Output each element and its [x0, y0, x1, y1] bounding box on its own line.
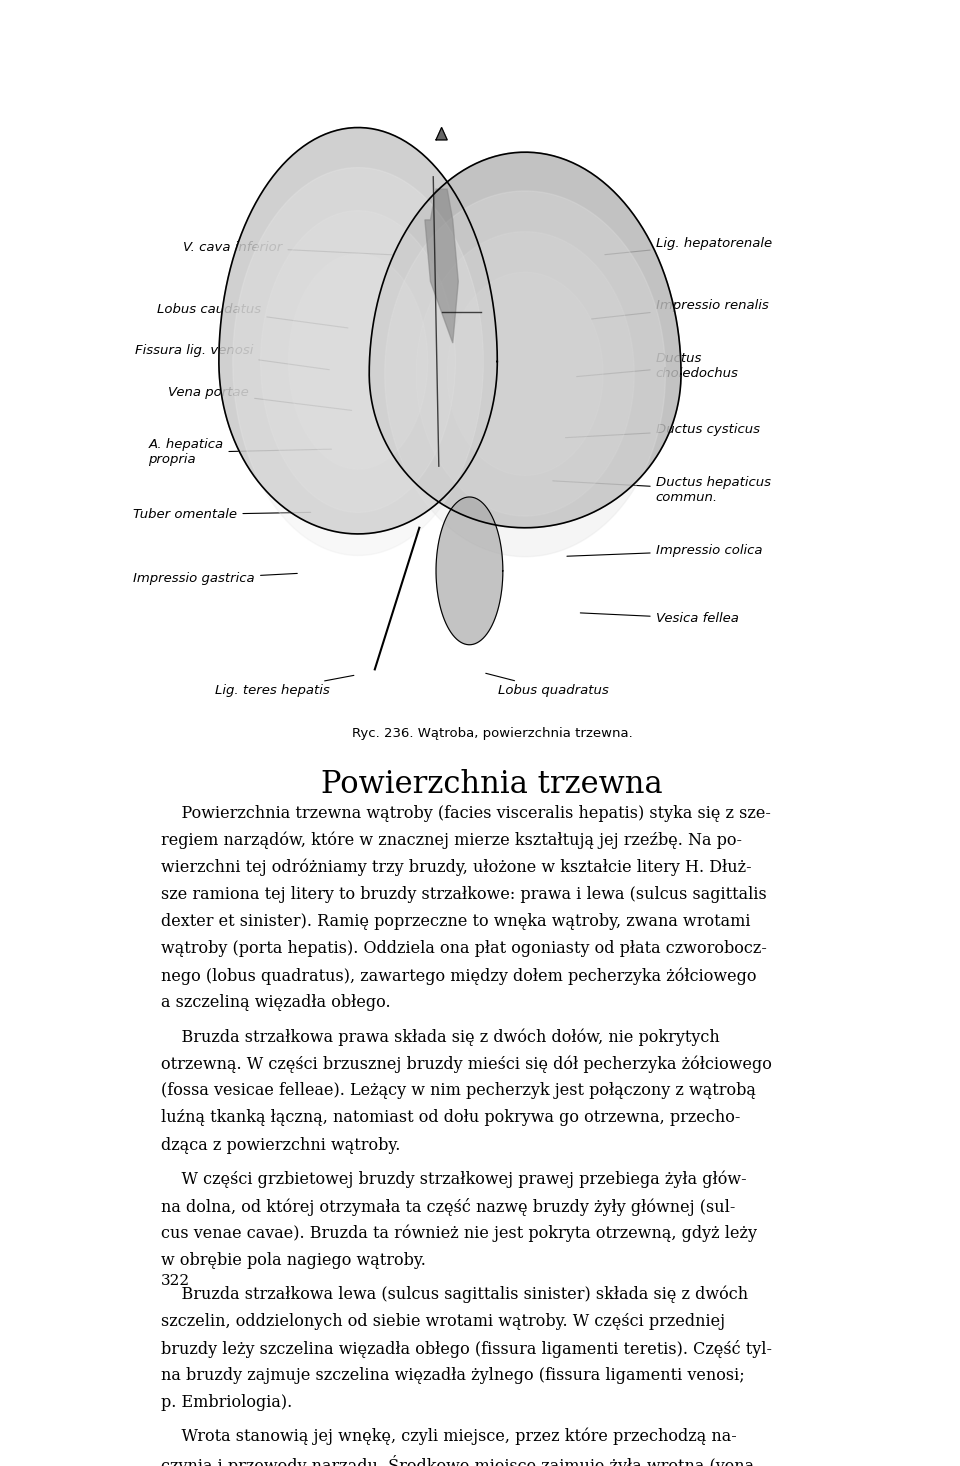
Text: Impressio gastrica: Impressio gastrica: [133, 572, 298, 585]
Text: otrzewną. W części brzusznej bruzdy mieści się dół pecherzyka żółciowego: otrzewną. W części brzusznej bruzdy mieś…: [161, 1056, 772, 1073]
Text: p. Embriologia).: p. Embriologia).: [161, 1394, 292, 1410]
Text: wątroby (porta hepatis). Oddziela ona płat ogoniasty od płata czworobocz-: wątroby (porta hepatis). Oddziela ona pł…: [161, 940, 767, 957]
Text: Vesica fellea: Vesica fellea: [581, 611, 738, 625]
Text: Bruzda strzałkowa lewa (sulcus sagittalis sinister) składa się z dwóch: Bruzda strzałkowa lewa (sulcus sagittali…: [161, 1286, 748, 1303]
Text: regiem narządów, które w znacznej mierze kształtują jej rzeźbę. Na po-: regiem narządów, które w znacznej mierze…: [161, 831, 742, 849]
Text: nego (lobus quadratus), zawartego między dołem pecherzyka żółciowego: nego (lobus quadratus), zawartego między…: [161, 968, 756, 985]
Text: Ductus hepaticus
commun.: Ductus hepaticus commun.: [553, 476, 771, 504]
Text: Lig. teres hepatis: Lig. teres hepatis: [215, 676, 354, 698]
Text: czynia i przewody narządu. Środkowe miejsce zajmuje żyła wrotna (vena: czynia i przewody narządu. Środkowe miej…: [161, 1454, 754, 1466]
Text: (fossa vesicae felleae). Leżący w nim pecherzyk jest połączony z wątrobą: (fossa vesicae felleae). Leżący w nim pe…: [161, 1082, 756, 1100]
Polygon shape: [219, 128, 497, 534]
Text: cus venae cavae). Bruzda ta również nie jest pokryta otrzewną, gdyż leży: cus venae cavae). Bruzda ta również nie …: [161, 1224, 756, 1242]
Text: Fissura lig. venosi: Fissura lig. venosi: [134, 345, 329, 369]
Text: Wrota stanowią jej wnękę, czyli miejsce, przez które przechodzą na-: Wrota stanowią jej wnękę, czyli miejsce,…: [161, 1428, 736, 1445]
Text: Powierzchnia trzewna wątroby (facies visceralis hepatis) styka się z sze-: Powierzchnia trzewna wątroby (facies vis…: [161, 805, 771, 821]
Polygon shape: [436, 497, 503, 645]
Text: na dolna, od której otrzymała ta część nazwę bruzdy żyły głównej (sul-: na dolna, od której otrzymała ta część n…: [161, 1198, 735, 1215]
Text: Powierzchnia trzewna: Powierzchnia trzewna: [322, 768, 662, 799]
Text: Ryc. 236. Wątroba, powierzchnia trzewna.: Ryc. 236. Wątroba, powierzchnia trzewna.: [351, 727, 633, 740]
Text: Vena portae: Vena portae: [168, 386, 351, 410]
Polygon shape: [447, 273, 603, 475]
Text: dexter et sinister). Ramię poprzeczne to wnęka wątroby, zwana wrotami: dexter et sinister). Ramię poprzeczne to…: [161, 913, 751, 929]
Text: Tuber omentale: Tuber omentale: [133, 509, 311, 520]
Text: Lobus caudatus: Lobus caudatus: [157, 302, 348, 328]
Text: 322: 322: [161, 1274, 190, 1287]
Polygon shape: [385, 191, 665, 557]
Polygon shape: [370, 152, 681, 528]
Text: V. cava inferior: V. cava inferior: [183, 240, 393, 255]
Text: bruzdy leży szczelina więzadła obłego (fissura ligamenti teretis). Część tyl-: bruzdy leży szczelina więzadła obłego (f…: [161, 1340, 772, 1358]
Polygon shape: [289, 254, 427, 469]
Text: Ductus cysticus: Ductus cysticus: [565, 424, 759, 438]
Polygon shape: [425, 189, 458, 343]
Text: dząca z powierzchni wątroby.: dząca z powierzchni wątroby.: [161, 1136, 400, 1154]
Text: wierzchni tej odróżniamy trzy bruzdy, ułożone w kształcie litery H. Dłuż-: wierzchni tej odróżniamy trzy bruzdy, uł…: [161, 859, 752, 877]
Text: Bruzda strzałkowa prawa składa się z dwóch dołów, nie pokrytych: Bruzda strzałkowa prawa składa się z dwó…: [161, 1028, 720, 1045]
Text: A. hepatica
propria: A. hepatica propria: [148, 438, 331, 466]
Text: Lobus quadratus: Lobus quadratus: [486, 673, 609, 698]
Text: a szczeliną więzadła obłego.: a szczeliną więzadła obłego.: [161, 994, 391, 1012]
Text: luźną tkanką łączną, natomiast od dołu pokrywa go otrzewna, przecho-: luźną tkanką łączną, natomiast od dołu p…: [161, 1110, 740, 1126]
Text: na bruzdy zajmuje szczelina więzadła żylnego (fissura ligamenti venosi;: na bruzdy zajmuje szczelina więzadła żyl…: [161, 1366, 745, 1384]
Text: W części grzbietowej bruzdy strzałkowej prawej przebiega żyła głów-: W części grzbietowej bruzdy strzałkowej …: [161, 1170, 747, 1187]
Text: Impressio renalis: Impressio renalis: [591, 299, 768, 320]
Polygon shape: [436, 128, 447, 139]
Text: w obrębie pola nagiego wątroby.: w obrębie pola nagiego wątroby.: [161, 1252, 426, 1268]
Polygon shape: [416, 232, 635, 516]
Text: Impressio colica: Impressio colica: [567, 544, 762, 557]
Text: Ductus
choledochus: Ductus choledochus: [577, 352, 738, 380]
Polygon shape: [233, 167, 484, 556]
Polygon shape: [261, 211, 455, 512]
Text: sze ramiona tej litery to bruzdy strzałkowe: prawa i lewa (sulcus sagittalis: sze ramiona tej litery to bruzdy strzałk…: [161, 885, 767, 903]
Text: Lig. hepatorenale: Lig. hepatorenale: [605, 237, 772, 255]
Text: szczelin, oddzielonych od siebie wrotami wątroby. W części przedniej: szczelin, oddzielonych od siebie wrotami…: [161, 1312, 725, 1330]
